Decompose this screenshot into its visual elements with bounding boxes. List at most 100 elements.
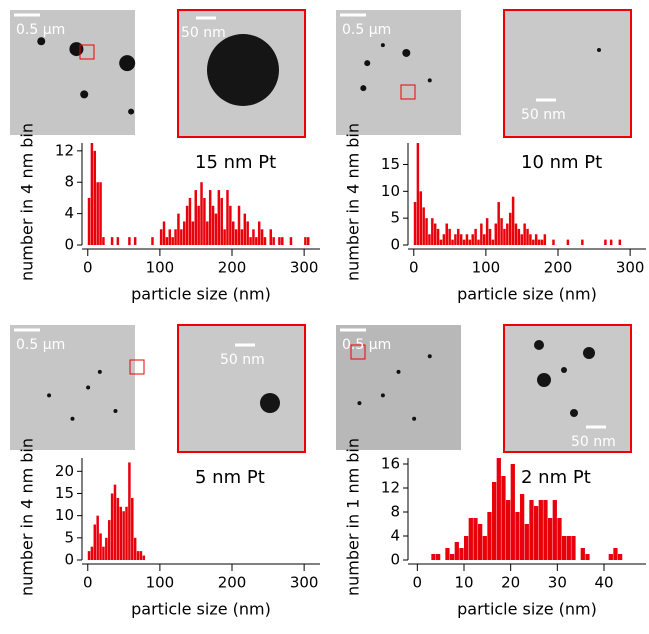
histogram-bar <box>133 237 137 245</box>
histogram-bar <box>580 548 585 560</box>
x-tick-label: 10 <box>454 574 473 592</box>
histogram-bar <box>191 221 195 245</box>
particle <box>583 347 595 359</box>
histogram-bar <box>464 536 469 560</box>
y-tick-label: 15 <box>55 484 74 502</box>
histogram-bar <box>413 202 417 245</box>
histogram-bar <box>260 229 264 245</box>
histogram-bar <box>90 546 94 560</box>
histogram-bar <box>537 239 541 245</box>
x-tick-label: 30 <box>548 574 567 592</box>
x-tick-label: 0 <box>409 259 419 277</box>
histogram-bar <box>506 500 511 560</box>
histogram-bar <box>557 518 562 560</box>
zoom-box <box>129 359 145 375</box>
histogram-bar <box>524 524 529 560</box>
histogram-bar <box>174 229 177 245</box>
histogram-bar <box>474 228 477 245</box>
histogram-bar <box>445 548 450 560</box>
x-tick-label: 100 <box>146 259 175 277</box>
histogram-bar <box>534 234 538 245</box>
histogram-bar <box>571 536 576 560</box>
histogram-bar <box>194 190 197 245</box>
histogram-bar <box>566 239 570 245</box>
histogram-bar <box>116 237 120 245</box>
histogram-bar <box>496 458 501 560</box>
scale-label: 50 nm <box>220 352 265 368</box>
particle <box>570 409 578 417</box>
histogram-bar <box>217 190 221 245</box>
histogram-bar <box>257 221 261 245</box>
y-tick-label: 12 <box>55 141 74 159</box>
histogram-bar <box>200 182 203 245</box>
particle <box>260 393 280 413</box>
histogram-bar <box>491 239 495 245</box>
particle <box>86 385 91 390</box>
histogram-bar <box>480 223 483 245</box>
x-tick-label: 300 <box>616 259 645 277</box>
histogram-bar <box>99 533 102 560</box>
x-axis-label: particle size (nm) <box>131 285 271 304</box>
histogram-bar <box>468 239 472 245</box>
particle <box>537 373 551 387</box>
histogram-bar <box>168 229 172 245</box>
histogram-bar <box>609 239 613 245</box>
histogram-bar <box>252 229 255 245</box>
histogram-bar <box>162 221 166 245</box>
particle <box>427 354 432 359</box>
histogram-bar <box>133 537 137 560</box>
histogram-bar <box>165 237 169 245</box>
histogram-bar <box>188 197 192 245</box>
y-tick-label: 4 <box>390 527 400 545</box>
annotation: 5 nm Pt <box>195 467 265 488</box>
histogram-bar <box>520 234 523 245</box>
histogram-bar <box>520 494 525 560</box>
histogram-bar <box>459 548 464 560</box>
histogram-bar <box>99 182 102 245</box>
histogram-bar <box>232 221 235 245</box>
histogram-bar <box>159 229 163 245</box>
particle <box>402 48 411 57</box>
y-tick-label: 20 <box>55 462 74 480</box>
particle <box>119 55 136 72</box>
histogram-bar <box>543 500 548 560</box>
histogram-bar <box>428 234 431 245</box>
histogram-bar <box>116 497 120 560</box>
y-tick-label: 8 <box>64 173 74 191</box>
histogram-bar <box>465 234 469 245</box>
histogram-bar <box>487 512 492 560</box>
x-tick-label: 300 <box>290 574 319 592</box>
histogram-bar <box>255 237 258 245</box>
histogram-bar <box>462 239 466 245</box>
particle <box>37 37 46 46</box>
histogram-bar <box>281 237 284 245</box>
histogram-bar <box>128 237 131 245</box>
scale-label: 0.5 µm <box>16 22 65 38</box>
particle <box>380 393 385 398</box>
histogram-bar <box>90 143 94 245</box>
histogram-bar <box>543 234 547 245</box>
x-tick-label: 200 <box>544 259 573 277</box>
histogram-bar <box>185 205 189 245</box>
zoom-box <box>350 344 366 360</box>
micrograph <box>336 325 461 450</box>
histogram-bar <box>540 239 544 245</box>
histogram-bar <box>497 202 500 245</box>
histogram-bar <box>208 190 212 245</box>
histogram-bar <box>249 237 252 245</box>
y-axis-label: number in 1 nm bin <box>344 438 363 596</box>
histogram-bar <box>214 213 218 245</box>
panel: 0.5 µm 50 nm 0 4 8 12 16 0 10 20 30 40 particle size… <box>336 324 646 619</box>
histogram-bar <box>107 520 111 560</box>
histogram-bar <box>442 234 446 245</box>
x-tick-label: 0 <box>413 574 423 592</box>
particle <box>357 401 362 406</box>
histogram-bar <box>307 237 310 245</box>
histogram-bar <box>110 237 114 245</box>
histogram-bar <box>102 546 105 560</box>
histogram-bar <box>431 218 434 245</box>
histogram-bar <box>439 239 443 245</box>
histogram-bar <box>211 205 215 245</box>
annotation: 15 nm Pt <box>195 152 276 173</box>
histogram-bar <box>425 218 428 245</box>
